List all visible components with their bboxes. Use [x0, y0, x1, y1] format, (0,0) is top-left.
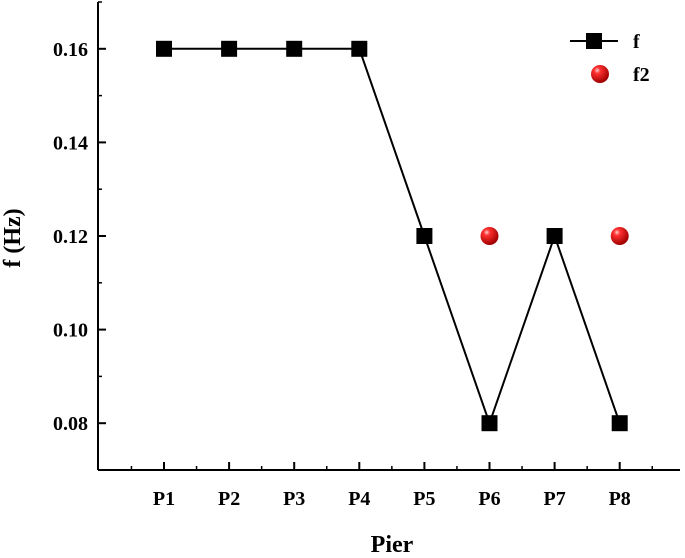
x-tick-label: P3 [283, 488, 305, 510]
series-f2-point [610, 227, 629, 245]
series-f-point [546, 228, 563, 244]
x-tick-label: P4 [348, 488, 370, 510]
x-tick-label: P5 [413, 488, 435, 510]
series-f-point [286, 40, 303, 57]
x-tick-label: P7 [543, 488, 565, 510]
series-f-point [481, 415, 498, 432]
y-tick-label: 0.12 [53, 226, 88, 248]
series-f2 [480, 227, 629, 245]
y-axis-title: f (Hz) [0, 208, 26, 267]
x-tick-label: P8 [609, 488, 631, 510]
x-tick-label: P1 [153, 488, 175, 510]
y-tick-label: 0.14 [53, 132, 88, 154]
y-tick-label: 0.08 [53, 413, 88, 435]
x-axis-title: Pier [371, 532, 414, 558]
legend-marker-f2 [591, 65, 609, 83]
legend: f f2 [570, 31, 650, 86]
y-tick-label: 0.10 [53, 320, 88, 342]
series-f [156, 40, 628, 432]
x-tick-label: P2 [218, 488, 240, 510]
series-f-point [221, 40, 238, 57]
series-f-line [164, 47, 621, 427]
legend-label-f: f [633, 31, 640, 53]
series-f-point [416, 228, 433, 244]
series-f-point [156, 40, 172, 57]
y-axis-ticks: 0.08 0.10 0.12 0.14 0.16 [53, 1, 106, 471]
series-f-point [611, 415, 628, 432]
y-tick-label: 0.16 [53, 39, 88, 61]
series-f-point [351, 40, 368, 57]
x-axis-ticks: P1 P2 P3 P4 P5 P6 P7 P8 [130, 462, 653, 510]
legend-marker-f [586, 33, 602, 49]
series-f2-point [480, 227, 499, 245]
x-tick-label: P6 [478, 488, 500, 510]
legend-label-f2: f2 [633, 64, 650, 86]
